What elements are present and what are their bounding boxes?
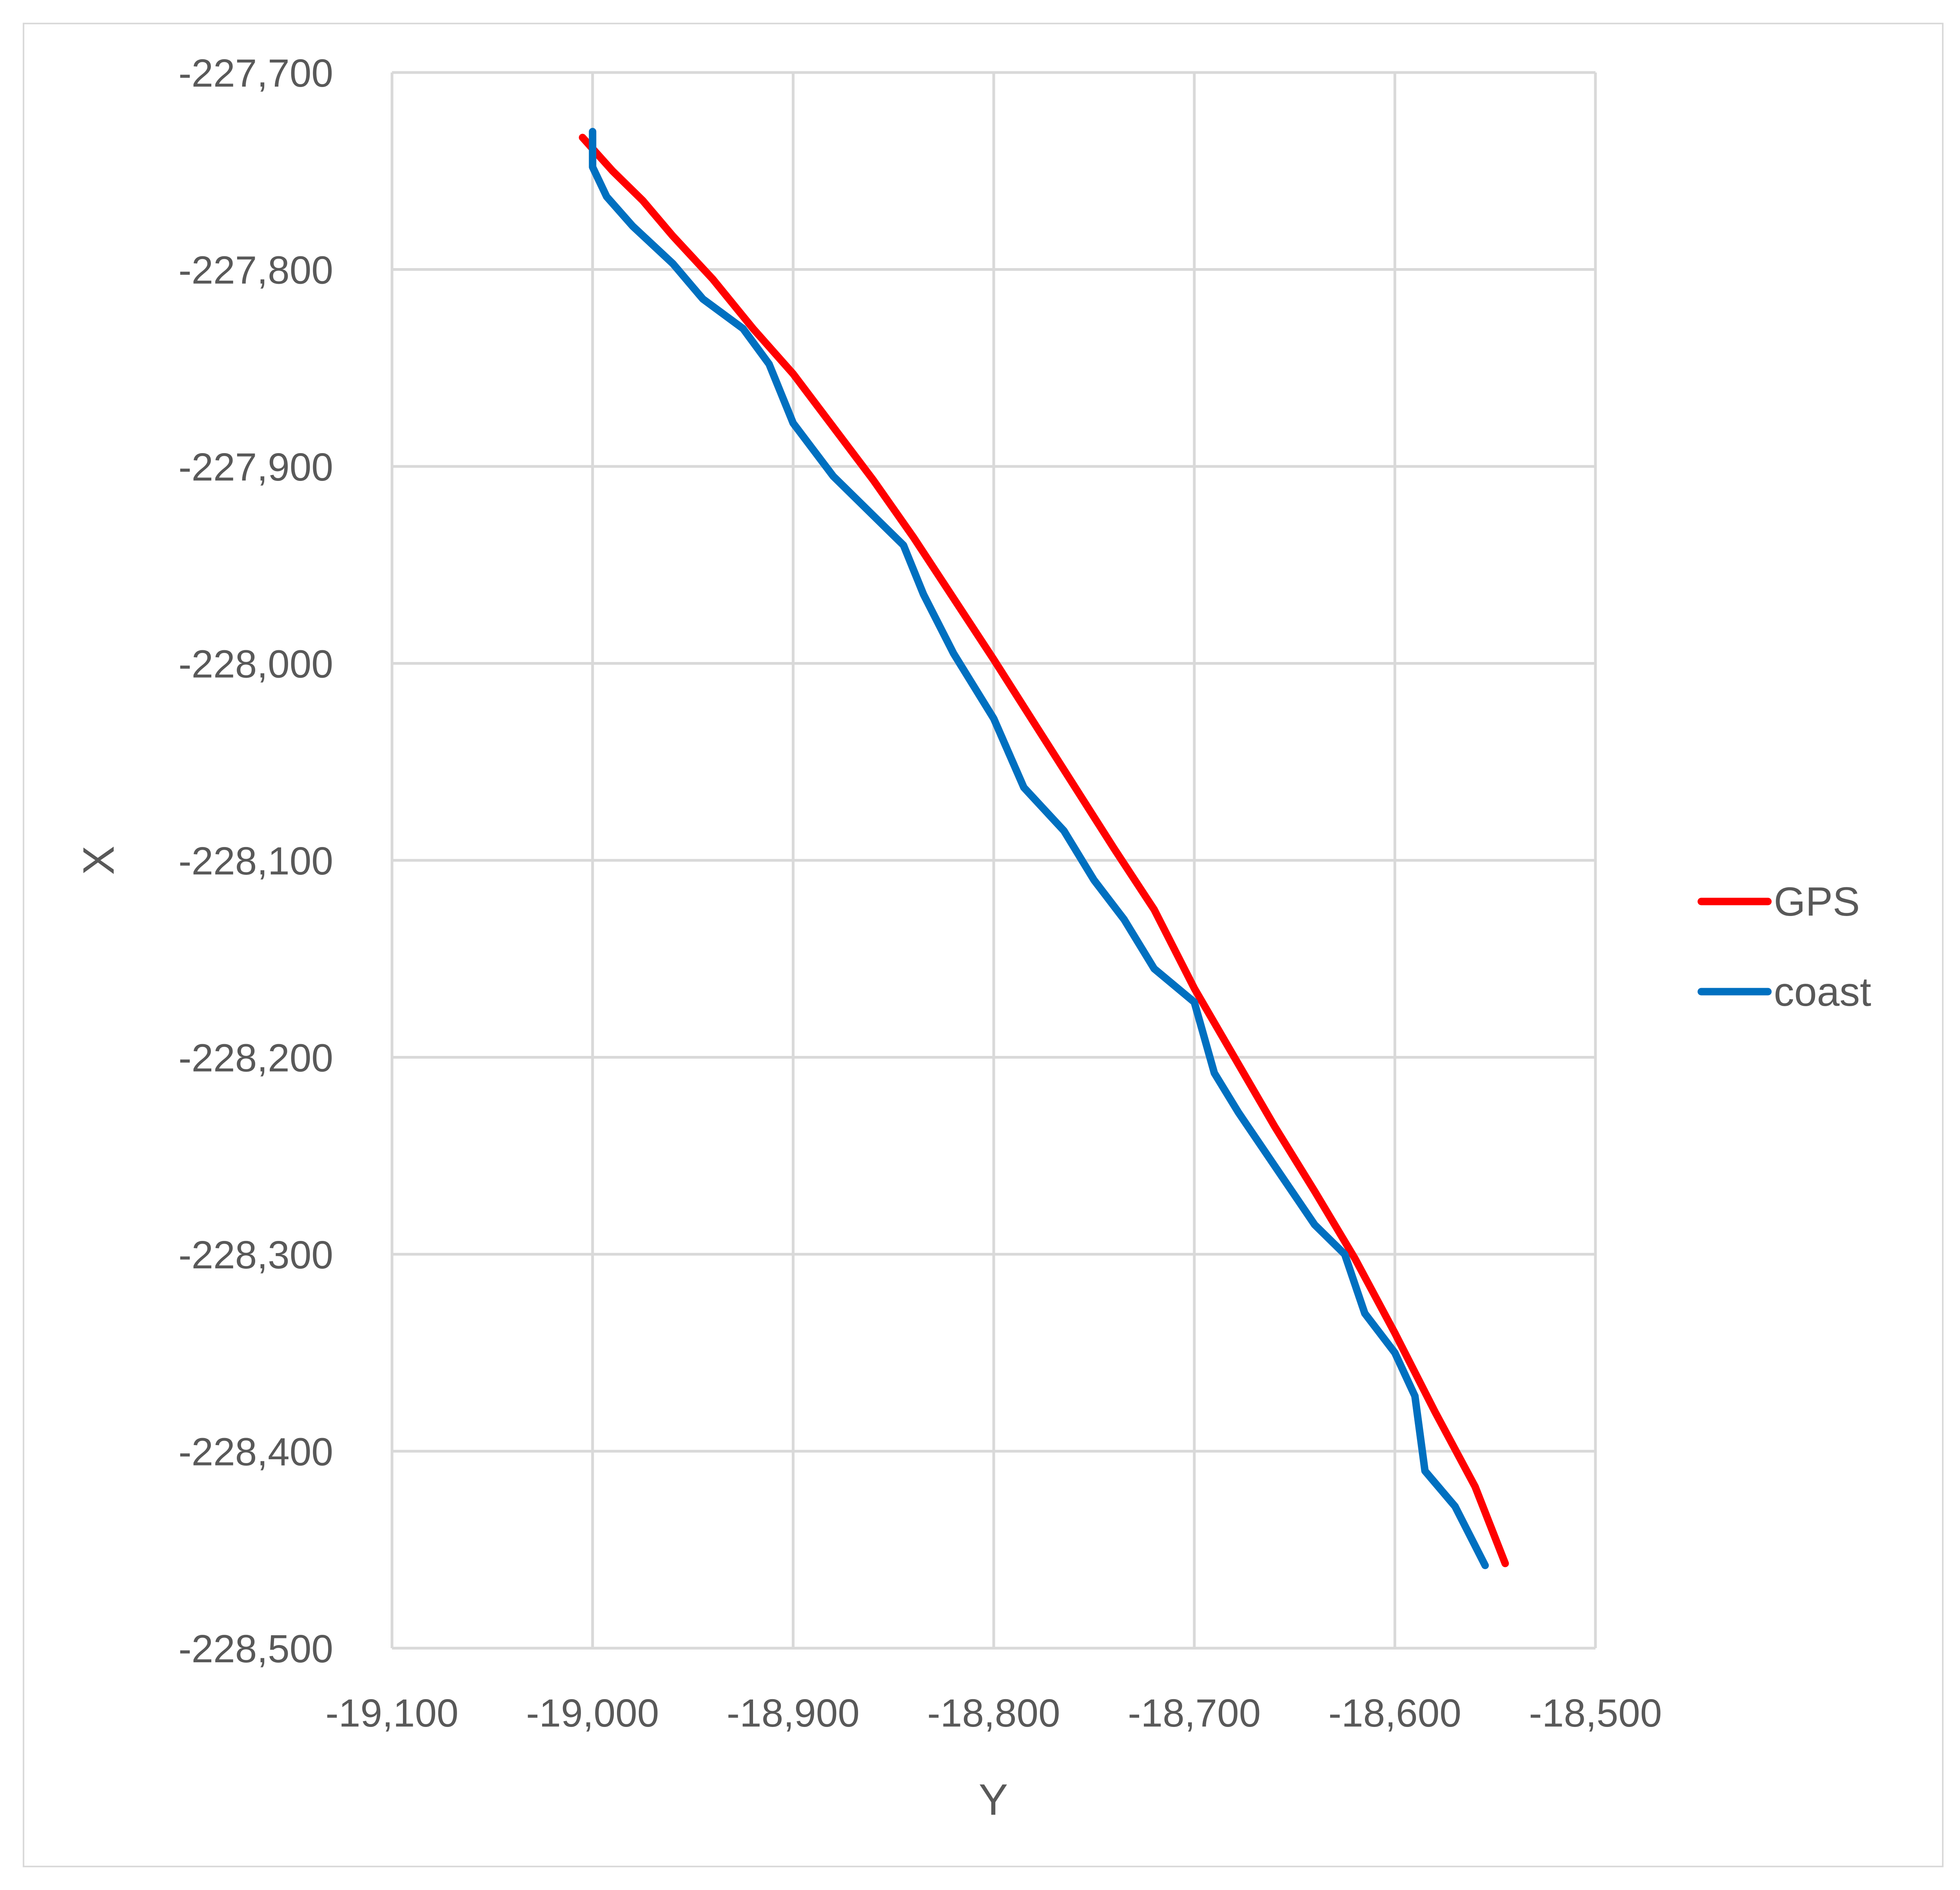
y-tick-label: -227,900: [178, 445, 333, 489]
x-tick-label: -18,500: [1529, 1691, 1662, 1735]
y-tick-label: -228,500: [178, 1627, 333, 1671]
y-tick-label: -228,200: [178, 1036, 333, 1080]
chart-frame: [23, 23, 1944, 1867]
y-tick-label: -228,000: [178, 642, 333, 686]
x-tick-label: -19,100: [325, 1691, 458, 1735]
y-tick-label: -227,800: [178, 248, 333, 292]
y-tick-label: -228,400: [178, 1430, 333, 1474]
gridlines: [390, 71, 1597, 1650]
x-tick-label: -19,000: [526, 1691, 659, 1735]
tick-labels: -19,100 -19,000 -18,900 -18,800 -18,700 -18,6…: [178, 51, 1662, 1735]
series-line-gps: [579, 134, 1509, 1567]
legend: GPS coast: [1697, 879, 1871, 1015]
legend-label: GPS: [1774, 879, 1860, 925]
x-tick-label: -18,700: [1128, 1691, 1261, 1735]
legend-label: coast: [1774, 969, 1871, 1015]
y-axis-title: X: [74, 846, 123, 875]
x-tick-label: -18,600: [1328, 1691, 1461, 1735]
x-axis-title: Y: [979, 1775, 1008, 1824]
x-tick-label: -18,800: [927, 1691, 1060, 1735]
y-tick-label: -227,700: [178, 51, 333, 95]
series-lines: [579, 128, 1509, 1569]
x-tick-label: -18,900: [727, 1691, 860, 1735]
y-tick-label: -228,100: [178, 839, 333, 883]
series-line-coast: [589, 128, 1489, 1569]
y-tick-label: -228,300: [178, 1233, 333, 1277]
